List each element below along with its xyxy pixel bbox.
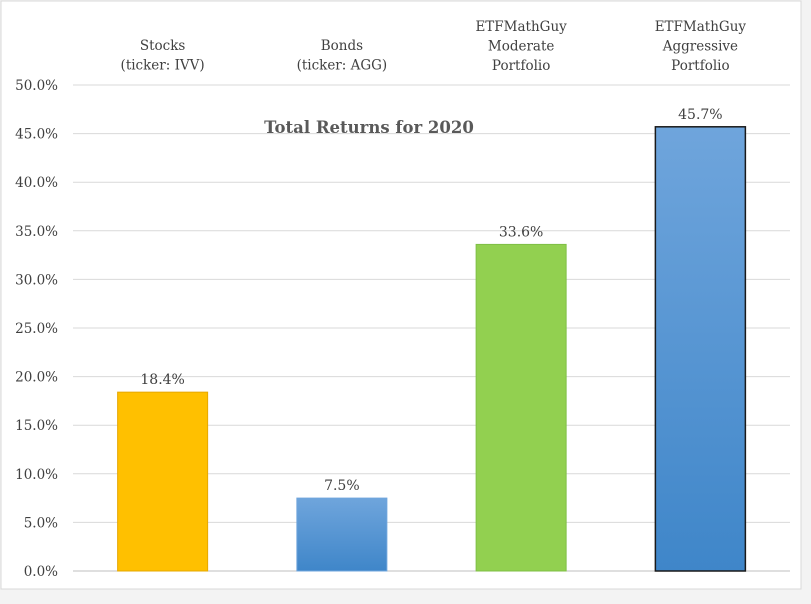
y-tick-label: 15.0%: [15, 418, 58, 434]
category-label: Aggressive: [662, 39, 738, 55]
chart-title: Total Returns for 2020: [264, 118, 474, 137]
data-label: 33.6%: [499, 224, 543, 240]
bars: [117, 126, 747, 572]
category-label: (ticker: IVV): [121, 58, 205, 74]
bar: [475, 243, 567, 572]
category-label: (ticker: AGG): [297, 58, 388, 74]
y-axis: 0.0% 5.0% 10.0% 15.0% 20.0% 25.0% 30.0% 35.0% 40…: [15, 78, 58, 580]
y-tick-label: 20.0%: [15, 370, 58, 386]
y-tick-label: 30.0%: [15, 272, 58, 288]
category-label: Portfolio: [671, 58, 729, 74]
y-tick-label: 35.0%: [15, 224, 58, 240]
category-label: Portfolio: [492, 58, 550, 74]
bar: [654, 126, 747, 572]
data-label: 7.5%: [324, 478, 360, 494]
category-label: Stocks: [140, 38, 186, 54]
category-label: Moderate: [488, 39, 555, 55]
data-label: 18.4%: [140, 372, 184, 388]
y-tick-label: 50.0%: [15, 78, 58, 94]
data-label: 45.7%: [678, 107, 722, 123]
category-label: ETFMathGuy: [475, 19, 567, 35]
y-tick-label: 25.0%: [15, 321, 58, 337]
category-label: ETFMathGuy: [655, 19, 747, 35]
y-tick-label: 0.0%: [24, 564, 58, 580]
y-tick-label: 45.0%: [15, 127, 58, 143]
data-labels: 18.4% 7.5% 33.6% 45.7%: [140, 107, 722, 494]
category-labels: Stocks (ticker: IVV) Bonds (ticker: AGG) ETF…: [121, 19, 747, 74]
category-label: Bonds: [321, 38, 363, 54]
bar: [117, 391, 209, 572]
bar: [296, 497, 388, 572]
y-tick-label: 5.0%: [24, 515, 58, 531]
y-tick-label: 10.0%: [15, 467, 58, 483]
y-tick-label: 40.0%: [15, 175, 58, 191]
